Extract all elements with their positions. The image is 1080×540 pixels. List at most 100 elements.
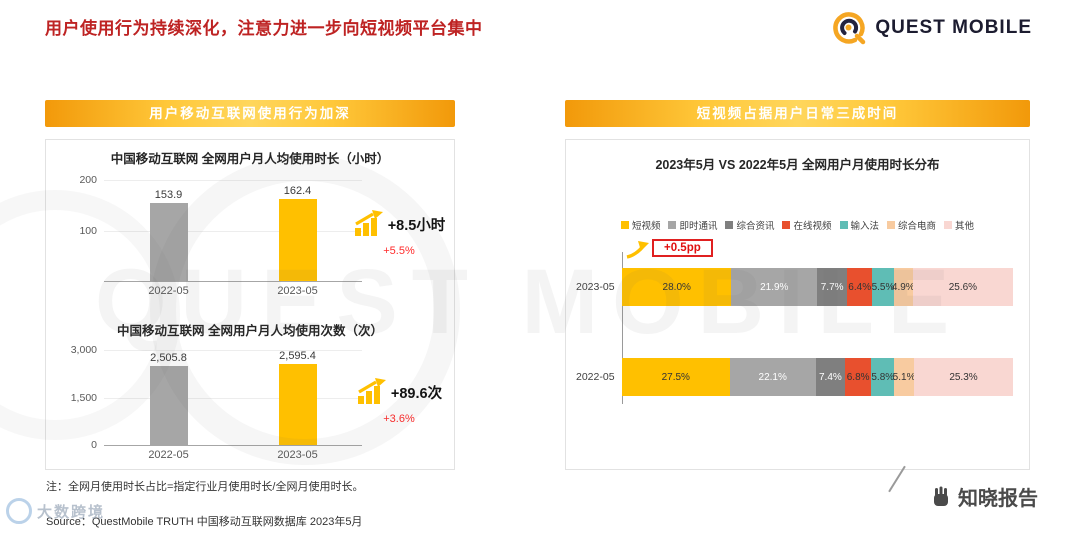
footnote: 注：全网月使用时长占比=指定行业月使用时长/全网月使用时长。 (46, 481, 364, 493)
legend-swatch (620, 221, 629, 229)
stacked-rows: 2023-05 28.0% 21.9% 7.7% 6.4% 5.5% 4.9% 25.6% 20… (576, 268, 1013, 448)
growth-arrow-icon (354, 210, 383, 236)
legend-swatch (725, 221, 734, 229)
zhixiao-watermark: 知晓报告 (930, 482, 1038, 511)
x-axis-label: 2023-05 (277, 285, 318, 297)
y-axis-tick: 3,000 (70, 344, 97, 356)
legend-item: 综合电商 (887, 218, 936, 232)
bar (278, 199, 317, 281)
curved-arrow-icon (626, 241, 649, 259)
segment-value-label: 25.3% (949, 371, 978, 383)
pp-annotation: +0.5pp (626, 239, 713, 259)
page-title: 用户使用行为持续深化，注意力进一步向短视频平台集中 (45, 19, 483, 38)
segment-value-label: 5.1% (892, 371, 916, 383)
segment-在线视频: 6.8% (844, 358, 872, 396)
questmobile-logo-icon (833, 12, 866, 45)
segment-输入法: 5.5% (872, 268, 894, 306)
right-panel-header-label: 短视频占据用户日常三成时间 (696, 106, 899, 121)
pp-annotation-value: +0.5pp (652, 239, 713, 257)
left-panel: 中国移动互联网 全网用户月人均使用时长（小时） 200 100 153.9 2022-… (45, 139, 455, 470)
segment-在线视频: 6.4% (847, 268, 873, 306)
bar-2023-05: 162.4 2023-05 (274, 180, 322, 297)
right-panel-header: 短视频占据用户日常三成时间 (565, 100, 1030, 127)
bar-value-label: 162.4 (283, 185, 312, 197)
legend-label: 输入法 (850, 221, 880, 232)
chart-title: 中国移动互联网 全网用户月人均使用时长（小时） (110, 152, 390, 166)
segment-短视频: 28.0% (622, 268, 732, 306)
bar-2023-05: 2,595.4 2023-05 (274, 350, 322, 461)
x-axis-label: 2022-05 (148, 449, 189, 461)
legend-swatch (839, 221, 848, 229)
stacked-bar: 27.5% 22.1% 7.4% 6.8% 5.8% 5.1% 25.3% (622, 358, 1013, 396)
legend-label: 综合电商 (898, 221, 937, 232)
segment-value-label: 5.8% (871, 371, 895, 383)
legend-label: 短视频 (631, 221, 661, 232)
bar (149, 365, 188, 445)
stacked-row-2022-05: 2022-05 27.5% 22.1% 7.4% 6.8% 5.8% 5.1% 25.3% (576, 358, 1013, 396)
bar-value-label: 2,595.4 (279, 350, 316, 362)
x-axis-label: 2023-05 (277, 449, 318, 461)
segment-value-label: 28.0% (662, 281, 691, 293)
dashukuajing-logo-icon (6, 498, 32, 524)
y-axis-tick: 200 (79, 174, 97, 186)
counts-delta: +89.6次 +3.6% (346, 378, 452, 425)
row-label: 2023-05 (576, 281, 615, 293)
bar-value-label: 2,505.8 (150, 351, 187, 364)
segment-value-label: 22.1% (758, 371, 787, 383)
segment-输入法: 5.8% (871, 358, 894, 396)
y-axis-line (622, 252, 623, 404)
delta-value: +89.6次 (390, 385, 443, 402)
brand-name: QUEST MOBILE (875, 17, 1032, 38)
legend-item: 在线视频 (782, 218, 832, 232)
right-panel: 2023年5月 VS 2022年5月 全网用户月使用时长分布 短视频 即时通讯 综合… (565, 139, 1030, 470)
y-axis-tick: 0 (91, 439, 97, 451)
delta-percent: +5.5% (383, 245, 415, 257)
segment-其他: 25.6% (912, 268, 1013, 306)
segment-综合资讯: 7.4% (815, 358, 845, 396)
legend-item: 综合资讯 (725, 218, 774, 232)
bar (278, 364, 317, 445)
distribution-chart-title: 2023年5月 VS 2022年5月 全网用户月使用时长分布 (655, 158, 940, 172)
y-axis-tick: 100 (79, 224, 97, 237)
x-axis-label: 2022-05 (148, 285, 189, 297)
gridline (104, 230, 362, 232)
stacked-row-2023-05: 2023-05 28.0% 21.9% 7.7% 6.4% 5.5% 4.9% 25.6% (576, 268, 1013, 306)
zhixiao-label: 知晓报告 (958, 488, 1038, 510)
dashukuajing-label: 大数跨境 (37, 503, 106, 521)
segment-综合电商: 5.1% (892, 358, 916, 396)
delta-value: +8.5小时 (387, 217, 446, 234)
segment-value-label: 25.6% (948, 281, 978, 293)
segment-value-label: 6.8% (846, 371, 870, 383)
legend-label: 其他 (955, 221, 975, 232)
segment-value-label: 21.9% (760, 281, 789, 293)
row-label: 2022-05 (576, 371, 615, 383)
segment-即时通讯: 21.9% (731, 268, 818, 306)
legend-swatch (668, 221, 677, 229)
counts-bar-chart: 中国移动互联网 全网用户月人均使用次数（次） 3,000 1,500 0 2,505.… (46, 320, 454, 470)
legend-item: 即时通讯 (668, 218, 717, 232)
hours-plot-area: 200 100 153.9 2022-05 162.4 2023-05 (79, 174, 362, 297)
gridline (104, 350, 362, 351)
chart-legend: 短视频 即时通讯 综合资讯 在线视频 输入法 综合电商 其他 (566, 218, 1029, 232)
segment-短视频: 27.5% (622, 358, 730, 396)
delta-percent: +3.6% (383, 413, 415, 425)
hand-icon (934, 486, 948, 506)
segment-即时通讯: 22.1% (729, 358, 816, 396)
gridline (104, 397, 362, 399)
segment-value-label: 7.7% (820, 281, 844, 293)
bar-2022-05: 2,505.8 2022-05 (145, 350, 193, 461)
bar-2022-05: 153.9 2022-05 (145, 180, 193, 297)
left-panel-header: 用户移动互联网使用行为加深 (45, 100, 455, 127)
bar-value-label: 153.9 (154, 189, 183, 202)
growth-arrow-icon (357, 378, 386, 404)
y-axis-tick: 1,500 (70, 391, 97, 404)
segment-综合电商: 4.9% (892, 268, 915, 306)
counts-plot-area: 3,000 1,500 0 2,505.8 2022-05 2,595.4 2023-05 (71, 344, 362, 461)
legend-swatch (944, 221, 953, 229)
segment-value-label: 5.5% (871, 281, 895, 293)
gridline (104, 180, 362, 181)
segment-value-label: 27.5% (661, 371, 690, 383)
legend-swatch (782, 221, 791, 229)
segment-其他: 25.3% (914, 358, 1013, 396)
